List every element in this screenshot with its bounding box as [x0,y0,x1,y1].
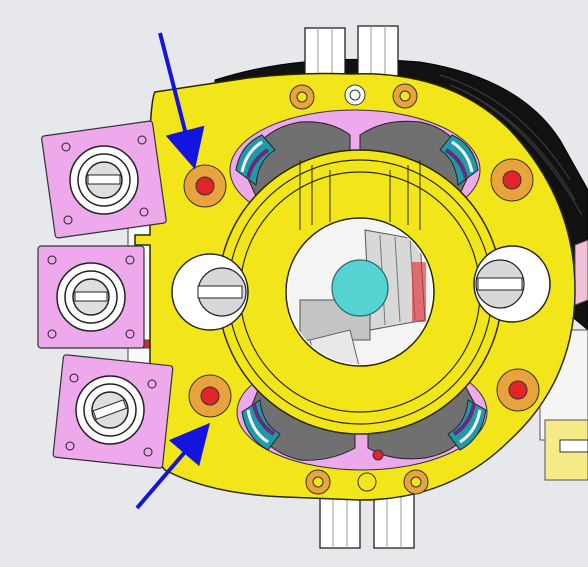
top-holes [289,83,418,110]
red-bolt-bottom-right [496,368,540,412]
top-connector-right [357,25,399,77]
arrow-bottom-left [135,422,211,510]
dark-cable-lines [439,74,583,216]
left-slot-boss [171,253,249,331]
left-mount-top [41,120,167,239]
red-bolt-top-right [490,158,534,202]
left-mount-bottom [52,354,174,469]
right-slot-boss [473,245,551,323]
red-bolt-top-left [183,164,227,208]
arrow-top-left [158,32,205,170]
red-bolt-bottom-left [188,374,232,418]
top-connector-group [304,25,399,77]
bottom-holes [305,469,429,495]
inner-bore [288,220,432,364]
left-mount-middle [37,245,145,349]
top-connector-left [304,27,346,77]
